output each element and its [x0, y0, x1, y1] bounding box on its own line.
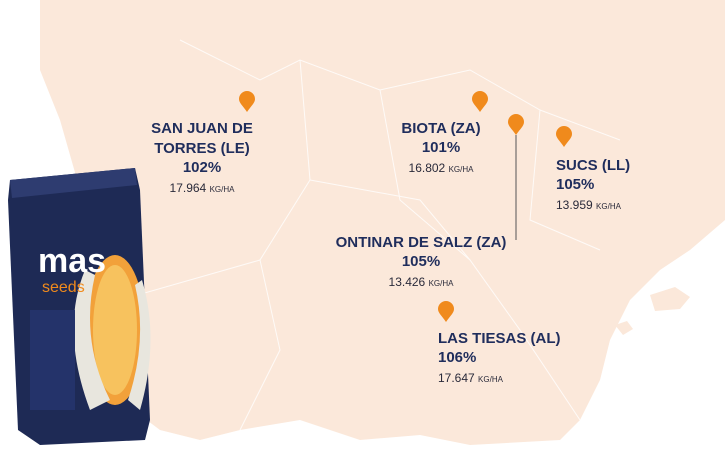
map-pin	[239, 91, 255, 112]
location-name: ONTINAR DE SALZ (ZA)	[336, 234, 507, 251]
location-percent: 101%	[422, 139, 460, 156]
yield-value: 17.964	[170, 181, 207, 195]
yield-value: 13.959	[556, 198, 593, 212]
location-percent: 102%	[183, 159, 221, 176]
yield-unit: KG/HA	[210, 185, 236, 194]
map-pin	[556, 126, 572, 147]
location-name: SAN JUAN DE	[151, 120, 253, 137]
yield-value: 13.426	[389, 275, 426, 289]
bag-label	[30, 310, 75, 410]
location-percent: 106%	[438, 349, 476, 366]
location-percent: 105%	[402, 253, 440, 270]
location-yield: 13.959 KG/HA	[556, 198, 622, 212]
seed-bag: mas seeds	[8, 168, 151, 445]
location-name: SUCS (LL)	[556, 157, 630, 174]
yield-value: 17.647	[438, 371, 475, 385]
location-yield: 16.802 KG/HA	[409, 161, 475, 175]
location-percent: 105%	[556, 176, 594, 193]
location-name: LAS TIESAS (AL)	[438, 330, 561, 347]
map-pin	[508, 114, 524, 135]
island	[615, 287, 690, 335]
yield-unit: KG/HA	[596, 202, 622, 211]
location-name: TORRES (LE)	[154, 140, 250, 157]
yield-unit: KG/HA	[429, 279, 455, 288]
region-borders	[119, 39, 621, 431]
location-yield: 17.964 KG/HA	[170, 181, 236, 195]
bag-brand: mas	[38, 242, 106, 280]
yield-value: 16.802	[409, 161, 446, 175]
map-shape	[40, 0, 725, 445]
bag-sub: seeds	[42, 279, 85, 296]
map-pin	[472, 91, 488, 112]
yield-unit: KG/HA	[478, 375, 504, 384]
location-yield: 17.647 KG/HA	[438, 371, 504, 385]
location-yield: 13.426 KG/HA	[389, 275, 455, 289]
location-name: BIOTA (ZA)	[401, 120, 480, 137]
yield-unit: KG/HA	[449, 165, 475, 174]
map-pin	[438, 301, 454, 322]
